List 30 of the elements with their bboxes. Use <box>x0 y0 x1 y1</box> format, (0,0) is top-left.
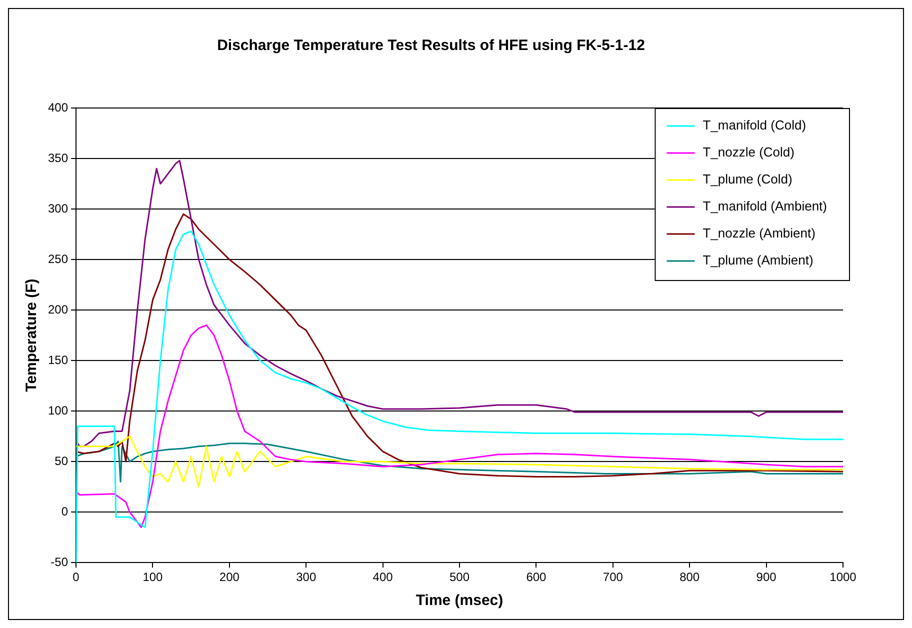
legend-label: T_manifold (Ambient) <box>702 198 828 214</box>
legend-label: T_manifold (Cold) <box>702 118 806 133</box>
x-tick-label: 1000 <box>830 570 857 584</box>
y-axis-title: Temperature (F) <box>23 278 40 392</box>
y-tick-label: -50 <box>50 554 68 569</box>
x-tick-label: 0 <box>72 570 80 584</box>
y-tick-label: 400 <box>48 100 68 114</box>
y-tick-label: 350 <box>48 150 68 165</box>
y-tick-label: 200 <box>48 302 68 316</box>
y-tick-label: 50 <box>54 454 68 468</box>
x-tick-label: 200 <box>219 570 240 584</box>
x-tick-label: 900 <box>756 570 777 584</box>
x-tick-label: 500 <box>449 570 470 584</box>
legend-label: T_plume (Cold) <box>702 172 792 187</box>
x-axis-title: Time (msec) <box>416 592 504 610</box>
x-tick-label: 700 <box>602 570 624 584</box>
y-tick-label: 250 <box>48 252 68 266</box>
x-tick-label: 800 <box>680 570 700 584</box>
y-tick-label: 150 <box>48 352 68 367</box>
y-tick-label: 0 <box>61 504 68 518</box>
legend-label: T_nozzle (Cold) <box>702 144 794 160</box>
y-tick-label: 100 <box>48 403 68 418</box>
x-tick-label: 600 <box>526 570 547 584</box>
legend-label: T_nozzle (Ambient) <box>702 226 816 241</box>
chart-title: Discharge Temperature Test Results of HFE using FK-5-1-12 <box>217 37 645 54</box>
y-tick-label: 300 <box>48 201 68 216</box>
x-tick-label: 100 <box>142 570 164 584</box>
legend-label: T_plume (Ambient) <box>702 252 814 268</box>
x-tick-label: 300 <box>296 570 316 584</box>
x-tick-label: 400 <box>372 570 394 584</box>
